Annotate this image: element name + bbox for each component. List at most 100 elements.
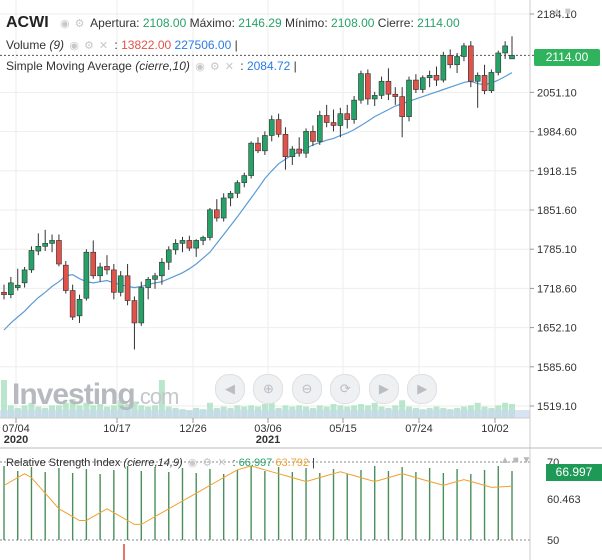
volume-bar xyxy=(158,380,165,418)
candle-body xyxy=(365,73,371,100)
candle-body xyxy=(406,79,412,117)
candle-body xyxy=(330,122,337,126)
time-tick-year: 2020 xyxy=(4,434,28,446)
candle-body xyxy=(419,77,426,90)
time-tick-label: 10/02 xyxy=(481,423,509,435)
rsi-legend: Relative Strength Index (cierre,14,9) ◉ ⚙… xyxy=(6,457,315,469)
candle-body xyxy=(310,131,316,142)
candle-body xyxy=(358,73,364,101)
eye-icon[interactable]: ◉ xyxy=(187,457,199,469)
candle-body xyxy=(241,175,248,183)
candle-body xyxy=(124,275,131,301)
price-tick-label: 1918.15 xyxy=(537,166,577,178)
scroll-right-icon[interactable]: ▶ xyxy=(368,374,399,404)
candle-body xyxy=(323,115,330,123)
stop-icon[interactable]: ■ xyxy=(564,6,571,17)
candle-body xyxy=(90,251,97,277)
candle-body xyxy=(117,275,124,293)
triangle-icon[interactable]: ▼ xyxy=(521,455,532,466)
candle-body xyxy=(509,55,515,60)
candle-body xyxy=(97,266,103,277)
price-tick-label: 1984.60 xyxy=(537,127,577,139)
time-tick-label: 07/04 xyxy=(2,423,30,435)
sma-legend: Simple Moving Average (cierre,10) ◉ ⚙ ✕ : … xyxy=(6,59,297,73)
chart-toolbar: ◀ ⊕ ⊖ ⟳ ▶ ▶ xyxy=(215,374,441,404)
candle-body xyxy=(426,75,433,79)
candle-body xyxy=(8,282,14,295)
candle-body xyxy=(28,250,35,271)
price-tick-label: 1718.60 xyxy=(537,283,577,295)
volume-area xyxy=(0,410,530,418)
candle-body xyxy=(227,192,234,199)
price-tick-label: 1585.60 xyxy=(537,362,577,374)
settings-icon[interactable]: ⚙ xyxy=(84,40,95,52)
eye-icon[interactable]: ◉ xyxy=(69,40,80,52)
close-icon[interactable]: ✕ xyxy=(224,61,235,73)
candle-body xyxy=(131,300,138,324)
ohlc-legend: ACWI ◉ ⚙ Apertura: 2108.00 Máximo: 2146.2… xyxy=(6,14,460,31)
zoom-out-icon[interactable]: ⊖ xyxy=(291,374,322,404)
triangle-icon[interactable]: ▶ xyxy=(407,374,438,404)
time-tick-label: 07/24 xyxy=(405,423,433,435)
candle-body xyxy=(62,264,69,291)
price-tick-label: 1851.60 xyxy=(537,205,577,217)
price-tick-label: 2051.10 xyxy=(537,87,577,99)
candle-body xyxy=(255,142,261,152)
candle-body xyxy=(371,95,378,100)
candle-body xyxy=(42,243,48,247)
candle-body xyxy=(385,80,392,95)
investing-logo: Investing.com xyxy=(12,378,179,411)
rsi-value-badge: 66.997 xyxy=(546,464,602,481)
candle-body xyxy=(69,290,76,318)
candle-body xyxy=(495,52,502,73)
triangle-icon[interactable]: ▲ xyxy=(552,6,562,17)
settings-icon[interactable]: ⚙ xyxy=(202,457,214,469)
candle-body xyxy=(316,115,323,142)
candle-body xyxy=(186,240,193,249)
candle-body xyxy=(337,113,344,126)
candle-body xyxy=(282,134,289,158)
settings-icon[interactable]: ⚙ xyxy=(209,61,221,73)
volume-bar xyxy=(399,400,406,418)
settings-icon[interactable]: ⚙ xyxy=(74,18,86,30)
stop-icon[interactable]: ■ xyxy=(512,455,519,466)
candle-body xyxy=(344,113,351,120)
rsi-tick-label: 50 xyxy=(547,535,559,547)
eye-icon[interactable]: ◉ xyxy=(60,18,71,30)
candle-body xyxy=(179,240,186,244)
time-tick-label: 05/15 xyxy=(329,423,357,435)
candle-body xyxy=(1,291,7,295)
reset-icon[interactable]: ⟳ xyxy=(330,374,361,404)
rsi-signal-line xyxy=(3,465,513,525)
price-tick-label: 1519.10 xyxy=(537,401,577,413)
price-tick-label: 1785.10 xyxy=(537,244,577,256)
candle-body xyxy=(399,96,405,117)
candle-body xyxy=(488,72,495,91)
candle-body xyxy=(234,182,241,194)
close-icon[interactable]: ✕ xyxy=(217,457,228,469)
last-price-badge: 2114.00 xyxy=(534,49,600,66)
candle-body xyxy=(21,269,28,284)
candle-body xyxy=(454,56,460,66)
candle-body xyxy=(76,299,83,317)
candlesticks xyxy=(1,36,515,350)
price-tick-label: 2184.10 xyxy=(537,9,577,21)
volume-bar xyxy=(69,399,76,418)
triangle-icon[interactable]: ▲ xyxy=(500,455,510,466)
candle-body xyxy=(83,251,90,299)
candle-body xyxy=(413,79,419,90)
close-icon[interactable]: ✕ xyxy=(98,40,110,52)
zoom-in-icon[interactable]: ⊕ xyxy=(253,374,284,404)
volume-bar xyxy=(117,400,124,418)
candle-body xyxy=(35,246,42,252)
candle-body xyxy=(303,131,309,154)
volume-legend: Volume (9) ◉ ⚙ ✕ : 13822.00 227506.00 | xyxy=(6,38,238,52)
candle-body xyxy=(56,240,62,265)
eye-icon[interactable]: ◉ xyxy=(195,61,206,73)
scroll-left-icon[interactable]: ◀ xyxy=(215,374,245,404)
candle-body xyxy=(145,279,151,288)
candle-body xyxy=(474,75,481,82)
price-tick-label: 1652.10 xyxy=(537,323,577,335)
candle-body xyxy=(248,142,254,176)
